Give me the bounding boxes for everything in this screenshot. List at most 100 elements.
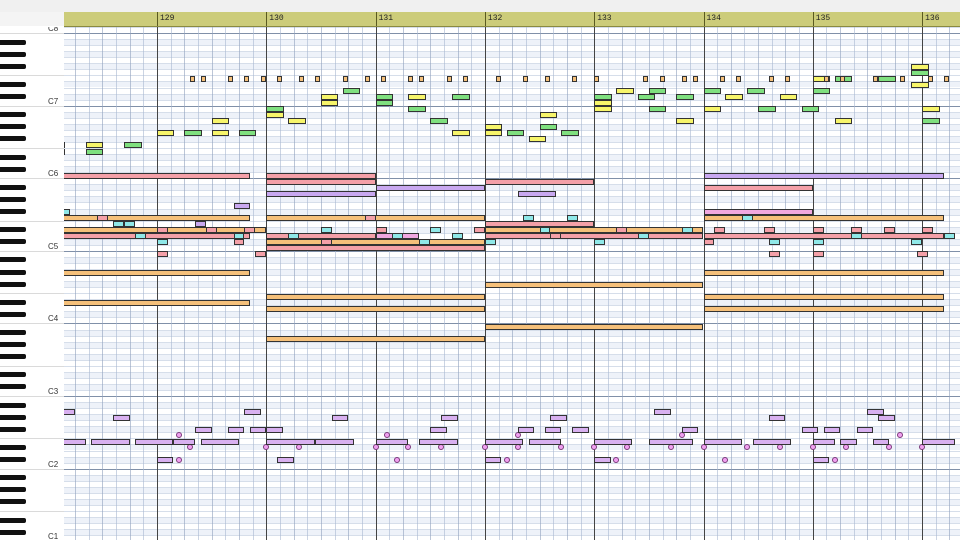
midi-note[interactable] <box>703 438 742 445</box>
midi-note[interactable] <box>320 227 332 234</box>
midi-note[interactable] <box>157 130 175 137</box>
midi-note[interactable] <box>315 438 354 445</box>
midi-note[interactable] <box>703 239 715 246</box>
midi-note[interactable] <box>856 426 873 433</box>
midi-note[interactable] <box>408 75 414 82</box>
midi-note[interactable] <box>637 94 656 101</box>
midi-note[interactable] <box>299 75 305 82</box>
midi-note[interactable] <box>484 130 503 137</box>
midi-note[interactable] <box>878 75 896 82</box>
midi-note[interactable] <box>266 190 376 197</box>
midi-note[interactable] <box>342 75 348 82</box>
midi-note[interactable] <box>681 426 699 433</box>
midi-note[interactable] <box>211 118 230 125</box>
black-key[interactable] <box>0 166 26 172</box>
black-key[interactable] <box>0 457 26 463</box>
midi-note[interactable] <box>484 227 704 234</box>
velocity-dot[interactable] <box>175 432 182 439</box>
midi-note[interactable] <box>823 426 841 433</box>
midi-note[interactable] <box>681 75 687 82</box>
midi-note[interactable] <box>244 408 261 415</box>
midi-note[interactable] <box>266 305 485 312</box>
midi-note[interactable] <box>446 75 452 82</box>
velocity-dot[interactable] <box>514 444 521 451</box>
midi-note[interactable] <box>812 88 831 94</box>
midi-note[interactable] <box>703 269 944 276</box>
midi-note[interactable] <box>703 233 944 240</box>
midi-note[interactable] <box>266 245 485 252</box>
measure-label[interactable]: 136 <box>925 14 940 23</box>
midi-note[interactable] <box>375 227 387 234</box>
midi-note[interactable] <box>703 172 944 179</box>
midi-note[interactable] <box>495 75 501 82</box>
midi-note[interactable] <box>375 94 394 101</box>
black-key[interactable] <box>0 51 26 57</box>
velocity-dot[interactable] <box>809 444 816 451</box>
midi-note[interactable] <box>812 239 824 246</box>
midi-note[interactable] <box>157 227 168 234</box>
midi-note[interactable] <box>851 233 862 240</box>
midi-note[interactable] <box>249 426 267 433</box>
midi-note[interactable] <box>452 233 464 240</box>
midi-note[interactable] <box>916 251 928 258</box>
midi-note[interactable] <box>922 438 955 445</box>
measure-label[interactable]: 129 <box>160 14 175 23</box>
velocity-dot[interactable] <box>558 444 565 451</box>
midi-note[interactable] <box>883 227 895 234</box>
midi-note[interactable] <box>244 227 256 234</box>
midi-note[interactable] <box>703 88 721 94</box>
midi-note[interactable] <box>594 457 611 464</box>
black-key[interactable] <box>0 227 26 233</box>
midi-note[interactable] <box>801 426 819 433</box>
midi-note[interactable] <box>255 251 267 258</box>
midi-note[interactable] <box>113 414 130 421</box>
midi-note[interactable] <box>452 94 470 101</box>
midi-note[interactable] <box>927 75 933 82</box>
midi-note[interactable] <box>266 438 316 445</box>
midi-note[interactable] <box>752 438 791 445</box>
midi-note[interactable] <box>703 293 944 300</box>
black-key[interactable] <box>0 444 26 450</box>
midi-note[interactable] <box>266 233 376 240</box>
midi-note[interactable] <box>266 239 485 246</box>
midi-note[interactable] <box>85 148 104 155</box>
measure-label[interactable]: 134 <box>706 14 721 23</box>
midi-note[interactable] <box>266 215 485 222</box>
black-key[interactable] <box>0 136 26 142</box>
midi-note[interactable] <box>550 414 567 421</box>
midi-note[interactable] <box>277 457 294 464</box>
midi-note[interactable] <box>124 221 136 228</box>
midi-note[interactable] <box>277 75 283 82</box>
velocity-dot[interactable] <box>744 444 751 451</box>
measure-label[interactable]: 130 <box>269 14 284 23</box>
midi-note[interactable] <box>911 69 929 76</box>
midi-note[interactable] <box>195 426 212 433</box>
black-key[interactable] <box>0 184 26 190</box>
midi-note[interactable] <box>517 426 535 433</box>
black-key[interactable] <box>0 372 26 378</box>
midi-note[interactable] <box>594 100 612 107</box>
midi-note[interactable] <box>375 438 409 445</box>
velocity-dot[interactable] <box>405 444 412 451</box>
midi-note[interactable] <box>758 106 776 113</box>
midi-note[interactable] <box>320 100 339 107</box>
midi-note[interactable] <box>676 118 694 125</box>
midi-note[interactable] <box>64 233 250 240</box>
midi-note[interactable] <box>643 75 649 82</box>
midi-note[interactable] <box>616 227 627 234</box>
midi-note[interactable] <box>408 106 426 113</box>
midi-note[interactable] <box>703 184 813 191</box>
midi-note[interactable] <box>900 75 906 82</box>
midi-note[interactable] <box>266 293 485 300</box>
midi-note[interactable] <box>91 438 130 445</box>
black-key[interactable] <box>0 81 26 87</box>
midi-note[interactable] <box>594 239 606 246</box>
midi-note[interactable] <box>233 239 245 246</box>
midi-note[interactable] <box>922 106 940 113</box>
midi-note[interactable] <box>878 414 895 421</box>
midi-note[interactable] <box>184 130 202 137</box>
midi-note[interactable] <box>135 438 174 445</box>
velocity-dot[interactable] <box>613 456 620 463</box>
midi-note[interactable] <box>812 251 824 258</box>
black-key[interactable] <box>0 281 26 287</box>
